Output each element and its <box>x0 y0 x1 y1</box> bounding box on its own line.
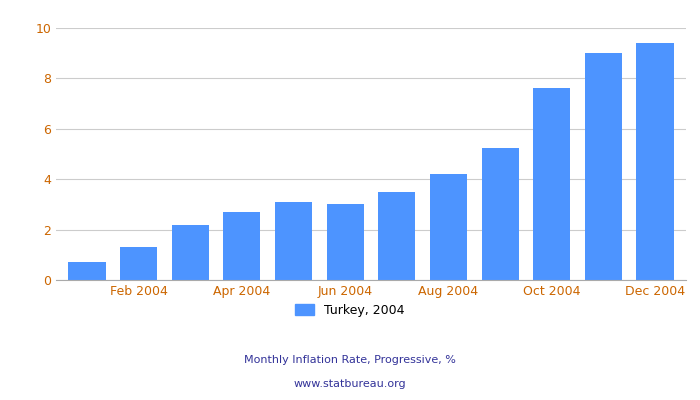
Bar <box>482 148 519 280</box>
Legend: Turkey, 2004: Turkey, 2004 <box>290 299 410 322</box>
Text: www.statbureau.org: www.statbureau.org <box>294 379 406 389</box>
Bar <box>327 204 364 280</box>
Bar <box>69 262 106 280</box>
Text: Monthly Inflation Rate, Progressive, %: Monthly Inflation Rate, Progressive, % <box>244 355 456 365</box>
Bar <box>172 224 209 280</box>
Bar <box>223 212 260 280</box>
Bar <box>378 192 415 280</box>
Bar <box>120 247 158 280</box>
Bar <box>533 88 570 280</box>
Bar <box>584 53 622 280</box>
Bar <box>636 43 673 280</box>
Bar <box>430 174 467 280</box>
Bar <box>275 202 312 280</box>
